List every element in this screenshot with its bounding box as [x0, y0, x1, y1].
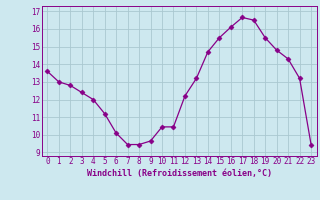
X-axis label: Windchill (Refroidissement éolien,°C): Windchill (Refroidissement éolien,°C) [87, 169, 272, 178]
